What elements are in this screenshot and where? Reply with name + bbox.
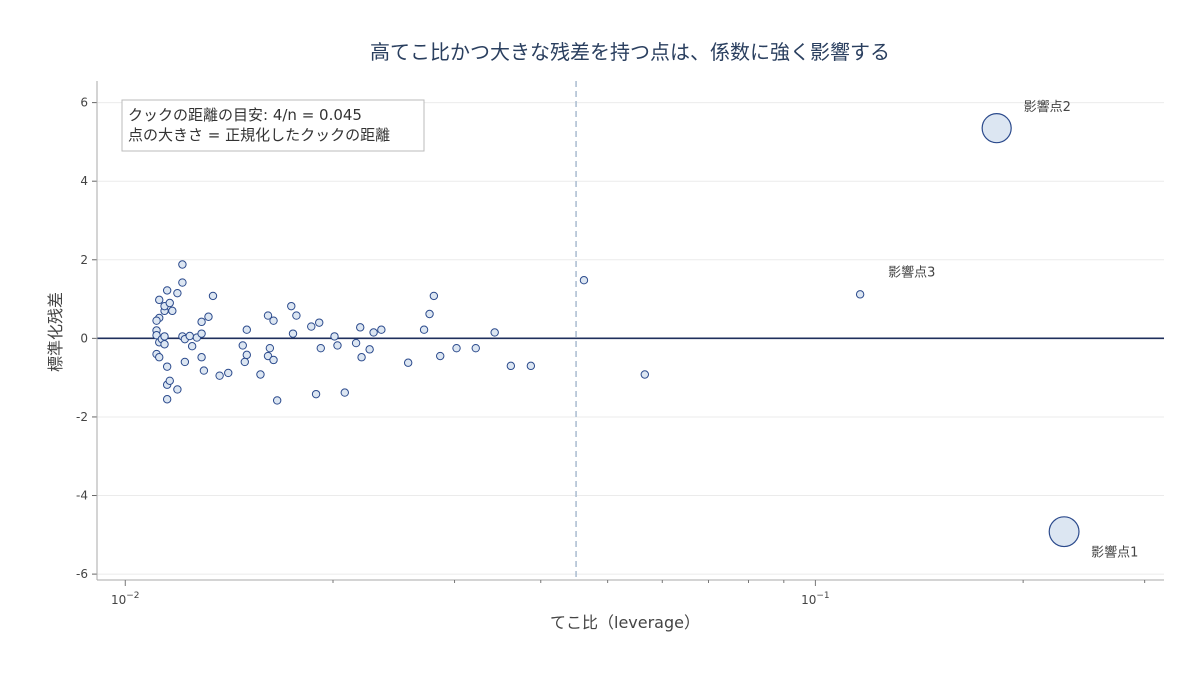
data-point [165, 376, 174, 385]
data-point [419, 325, 429, 334]
data-point [471, 343, 480, 353]
data-point [377, 325, 386, 334]
y-tick-label: 6 [80, 96, 88, 110]
data-point [160, 340, 169, 349]
data-point [185, 331, 194, 341]
data-point [330, 332, 339, 341]
y-tick-label: 4 [80, 174, 88, 188]
data-point [215, 371, 224, 380]
data-point [403, 358, 413, 367]
data-point [272, 396, 282, 405]
info-box: クックの距離の目安: 4/n = 0.045 点の大きさ = 正規化したクックの… [121, 99, 425, 152]
data-point [288, 329, 298, 338]
point-annotation-label: 影響点2 [1024, 99, 1071, 115]
y-tick-label: 0 [80, 331, 88, 345]
data-point [178, 260, 187, 269]
y-tick-label: 2 [80, 253, 88, 267]
data-point [197, 329, 206, 338]
data-point [311, 389, 321, 399]
data-point [365, 345, 374, 354]
data-point [197, 317, 206, 327]
y-axis-title: 標準化残差 [46, 292, 65, 372]
data-point [263, 351, 273, 361]
info-box-line-1: クックの距離の目安: 4/n = 0.045 [128, 106, 362, 124]
data-point [269, 355, 278, 365]
data-point [506, 361, 516, 371]
data-point [242, 350, 251, 360]
data-point [208, 291, 218, 301]
data-point [187, 342, 197, 351]
data-point [640, 370, 649, 379]
data-point [425, 309, 434, 319]
x-axis-title: てこ比（leverage） [550, 613, 700, 632]
y-tick-label: -6 [76, 567, 88, 581]
data-point [162, 362, 172, 371]
influential-point-marker [1048, 516, 1080, 548]
data-point [168, 306, 177, 316]
data-point [199, 366, 209, 375]
info-box-line-2: 点の大きさ = 正規化したクックの距離 [128, 126, 390, 144]
data-point [173, 288, 182, 298]
data-point [165, 298, 174, 308]
data-point [152, 316, 161, 325]
data-point [357, 353, 366, 362]
data-point [178, 278, 187, 287]
data-point [287, 301, 296, 311]
data-point [579, 276, 589, 285]
data-point [173, 385, 182, 394]
data-point [162, 395, 172, 404]
data-point [155, 295, 164, 305]
y-tick-label: -2 [76, 410, 88, 424]
data-point [526, 361, 536, 371]
data-point [429, 291, 439, 301]
data-point [452, 343, 461, 353]
data-point [333, 341, 342, 350]
reference-lines [97, 81, 1164, 580]
data-point [162, 286, 172, 295]
data-point [292, 311, 301, 320]
data-point [307, 322, 316, 331]
data-point [315, 318, 324, 327]
data-point [256, 370, 265, 379]
data-point [436, 351, 445, 361]
data-point [238, 341, 247, 350]
data-point [240, 357, 249, 367]
data-point [180, 357, 190, 367]
data-point [855, 290, 865, 299]
influential-point-marker [981, 113, 1012, 144]
data-point [490, 328, 499, 337]
data-point [356, 323, 365, 332]
data-point [204, 312, 213, 321]
scatter-points [152, 113, 1080, 548]
data-point [224, 368, 233, 378]
point-annotation-label: 影響点3 [888, 264, 935, 280]
point-annotations: 影響点2 影響点3 影響点1 [888, 99, 1138, 561]
data-point [351, 338, 361, 348]
y-tick-label: -4 [76, 489, 88, 503]
data-point [263, 311, 273, 320]
data-point [242, 325, 251, 334]
chart-title: 高てこ比かつ大きな残差を持つ点は、係数に強く影響する [370, 40, 890, 64]
data-point [316, 343, 325, 353]
data-point [340, 388, 349, 397]
point-annotation-label: 影響点1 [1091, 545, 1138, 561]
data-point [269, 316, 278, 325]
data-point [160, 332, 169, 341]
data-point [369, 328, 378, 337]
data-point [265, 343, 275, 353]
data-point [197, 353, 206, 362]
x-tick-label: 10−2 [111, 591, 140, 607]
axes: -6 -4 -2 0 2 4 6 10−2 10−1 [76, 81, 1164, 607]
x-tick-label: 10−1 [801, 591, 830, 607]
data-point [155, 353, 164, 362]
